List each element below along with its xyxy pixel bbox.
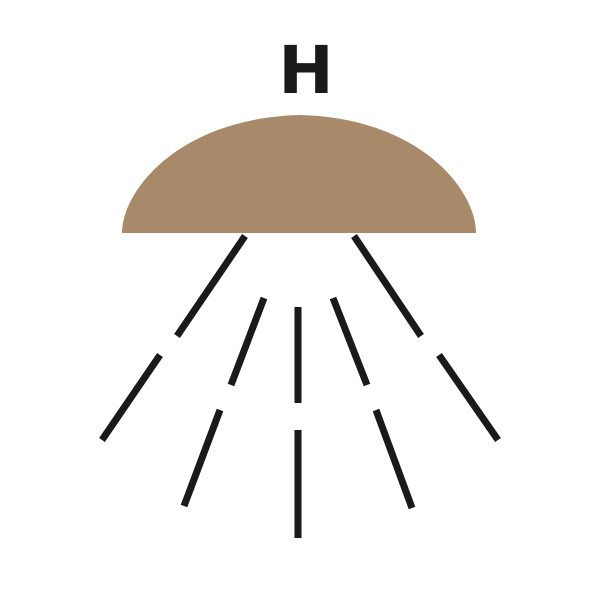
- spray-line-icon: [372, 408, 416, 510]
- spray-line-icon: [329, 296, 371, 387]
- spray-lines: [99, 234, 501, 538]
- spray-line-icon: [174, 234, 248, 338]
- spray-line-icon: [99, 353, 163, 442]
- system-letter: H: [278, 32, 333, 109]
- spray-line-icon: [180, 408, 224, 508]
- sprinkler-canopy-icon: [122, 115, 476, 233]
- spray-line-icon: [351, 234, 424, 338]
- spray-line-icon: [436, 353, 501, 442]
- spray-line-icon: [227, 296, 268, 387]
